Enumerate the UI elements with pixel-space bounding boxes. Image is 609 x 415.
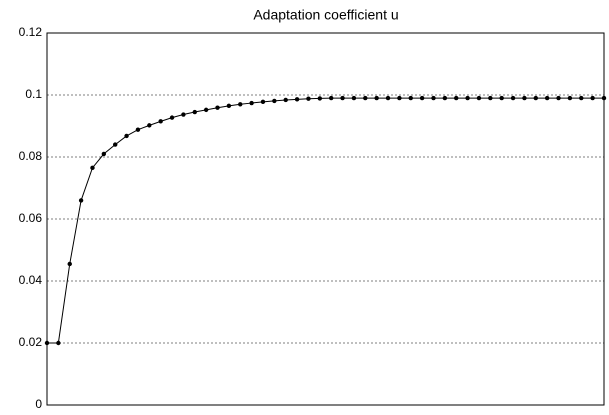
point — [363, 95, 368, 101]
plot-frame — [46, 32, 605, 406]
point — [113, 142, 118, 147]
point — [476, 95, 482, 101]
point — [272, 98, 277, 104]
point — [397, 95, 402, 101]
point — [431, 95, 436, 101]
point — [317, 96, 323, 101]
point — [340, 95, 345, 101]
y-tick-label: 0.02 — [19, 335, 43, 349]
point — [465, 95, 470, 101]
point — [249, 100, 254, 106]
point — [238, 102, 243, 107]
y-tick-label: 0.12 — [19, 25, 43, 39]
point — [544, 95, 550, 101]
point — [579, 95, 584, 101]
point — [351, 95, 357, 101]
point — [56, 340, 61, 346]
point — [283, 97, 288, 103]
point — [419, 95, 425, 101]
point — [215, 105, 220, 110]
point — [158, 119, 163, 124]
point — [567, 95, 573, 101]
series-line — [47, 97, 604, 344]
point — [510, 95, 516, 101]
point — [101, 151, 107, 157]
chart-title: Adaptation coefficient u — [253, 7, 398, 23]
point — [328, 95, 334, 101]
point — [454, 95, 459, 101]
y-tick-label: 0.08 — [19, 149, 43, 163]
point — [192, 109, 197, 115]
point — [590, 95, 595, 101]
point — [499, 95, 504, 101]
point — [203, 107, 209, 113]
y-tick-label: 0.1 — [25, 87, 42, 101]
y-tick-label: 0.04 — [19, 273, 43, 287]
y-tick-label: 0.06 — [19, 211, 43, 225]
point — [44, 340, 50, 346]
point — [488, 95, 493, 101]
point — [181, 112, 186, 117]
point — [442, 95, 448, 101]
point — [294, 97, 300, 102]
point — [147, 123, 152, 128]
point — [78, 198, 84, 203]
point — [67, 261, 72, 267]
point — [260, 99, 266, 105]
point — [90, 165, 95, 171]
point — [385, 95, 391, 101]
point — [408, 95, 413, 101]
point — [533, 95, 538, 101]
point — [306, 96, 311, 101]
point — [601, 95, 607, 101]
point — [522, 95, 527, 101]
point — [374, 95, 379, 101]
point — [135, 127, 141, 132]
point — [124, 133, 129, 139]
y-tick-label: 0 — [35, 397, 42, 410]
point — [226, 103, 232, 109]
point — [556, 95, 561, 101]
point — [169, 115, 175, 120]
